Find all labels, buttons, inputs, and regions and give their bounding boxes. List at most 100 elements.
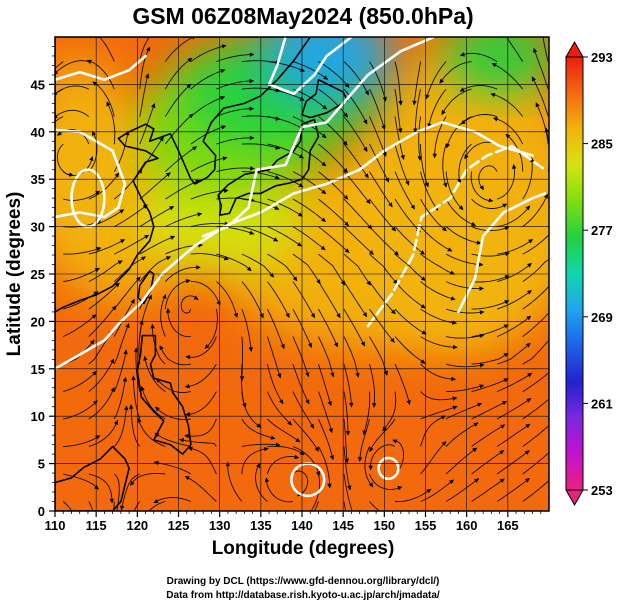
streamline-arrow [406, 400, 411, 406]
contour-line [267, 37, 353, 96]
streamline-arrow [184, 383, 190, 389]
streamline [139, 172, 171, 200]
streamline-arrow [123, 349, 128, 355]
colorbar-tick-label: 261 [591, 396, 613, 411]
streamline-arrow [488, 198, 494, 203]
streamline-arrow [383, 370, 389, 376]
streamline-arrow [37, 115, 40, 119]
streamline-arrow [503, 352, 509, 358]
streamline-arrow [364, 90, 369, 96]
streamline-arrow [68, 172, 74, 177]
streamline [445, 363, 484, 368]
streamline [496, 450, 530, 475]
streamline [267, 445, 305, 455]
streamline-arrow [155, 377, 161, 383]
contour-line [55, 121, 534, 371]
streamline [55, 109, 90, 118]
streamline-arrow [525, 205, 531, 211]
streamline [267, 418, 301, 443]
streamline [153, 497, 191, 504]
streamline-arrow [273, 237, 279, 242]
streamline-arrow [198, 243, 203, 248]
streamline [522, 285, 549, 310]
streamline-arrow [449, 479, 455, 485]
streamline-arrow [421, 330, 427, 335]
streamline-arrow [280, 344, 285, 350]
streamline [369, 308, 395, 343]
streamline-arrow [474, 478, 480, 483]
streamline-arrow [321, 217, 327, 223]
streamline [62, 314, 97, 338]
streamline-arrow [143, 355, 148, 361]
streamline-arrow [287, 420, 292, 426]
streamline-arrow [91, 130, 97, 136]
streamline [394, 171, 415, 210]
streamline [343, 281, 368, 317]
streamline-arrow [344, 458, 350, 464]
x-tick-label: 140 [291, 518, 313, 533]
streamline-arrow [347, 485, 352, 491]
contour-loop [377, 456, 400, 481]
streamline [113, 377, 127, 420]
streamline [343, 253, 371, 286]
streamline [369, 363, 376, 408]
streamline-arrow [526, 398, 532, 403]
streamline [497, 239, 533, 255]
streamline [159, 345, 191, 366]
colorbar-min-arrow [565, 489, 584, 507]
streamline-arrow [114, 282, 120, 288]
streamline-arrow [476, 240, 482, 245]
streamline-arrow [151, 103, 156, 109]
streamline [542, 37, 549, 62]
streamline-arrow [391, 226, 397, 232]
streamline [496, 372, 532, 393]
y-tick-label: 25 [31, 267, 45, 282]
y-tick-label: 5 [38, 457, 45, 472]
streamline [318, 226, 350, 253]
streamline [164, 37, 195, 62]
streamline [241, 308, 252, 352]
streamline-arrow [548, 256, 549, 257]
streamline [522, 194, 549, 227]
streamline [425, 61, 447, 99]
streamline [266, 308, 285, 349]
streamline [318, 198, 349, 227]
streamline [420, 415, 446, 447]
streamline [98, 37, 115, 62]
streamline [113, 501, 115, 511]
streamline-arrow [179, 437, 184, 443]
streamline-arrow [344, 221, 350, 227]
streamline [310, 473, 321, 511]
streamline-arrow [397, 128, 403, 134]
streamline-arrow [122, 536, 125, 540]
streamline-arrow [424, 182, 429, 188]
streamline [190, 189, 229, 200]
streamline [343, 308, 365, 347]
streamline-arrow [323, 75, 329, 80]
streamline [505, 37, 524, 62]
streamline [369, 198, 396, 232]
streamline-arrow [225, 461, 231, 467]
streamline [267, 61, 305, 72]
streamline-arrow [535, 102, 540, 108]
streamline-arrow [89, 339, 95, 345]
streamline [292, 363, 310, 404]
streamline-arrow [263, 446, 269, 452]
streamline [394, 363, 411, 405]
streamline [164, 266, 201, 282]
streamline [63, 267, 100, 283]
x-tick-label: 155 [415, 518, 437, 533]
streamline [318, 336, 334, 377]
streamline [227, 462, 243, 502]
streamline-arrow [410, 204, 415, 210]
streamline [394, 308, 427, 335]
streamline [179, 439, 217, 447]
streamline [204, 309, 218, 349]
streamline-arrow [459, 87, 465, 92]
streamline [216, 108, 254, 118]
streamline [266, 336, 281, 378]
streamline [156, 378, 191, 393]
streamline [292, 391, 315, 429]
streamline [267, 198, 303, 217]
streamline [445, 478, 479, 502]
